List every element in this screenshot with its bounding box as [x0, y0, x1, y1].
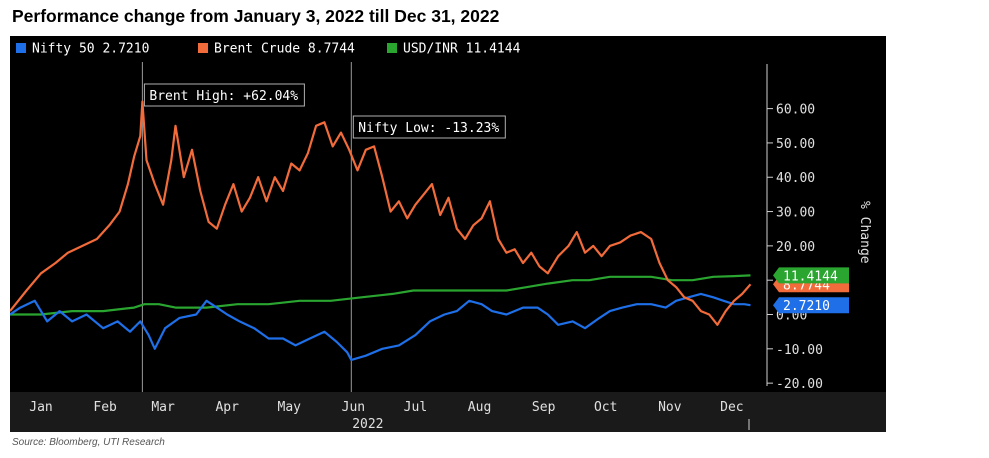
x-tick-label-3: Apr	[215, 400, 239, 415]
legend-swatch-0	[16, 43, 26, 53]
y-tick-label-3: 30.00	[776, 206, 815, 221]
y-tick-label-7: -10.00	[776, 343, 823, 358]
chart-background	[10, 36, 886, 432]
x-tick-label-11: Dec	[720, 400, 743, 415]
x-tick-label-8: Sep	[532, 400, 556, 415]
x-tick-label-2: Mar	[151, 400, 175, 415]
end-tag-label-0: 2.7210	[783, 299, 830, 314]
end-tag-2	[773, 267, 849, 284]
y-tick-label-4: 20.00	[776, 240, 815, 255]
x-tick-label-6: Jul	[404, 400, 427, 415]
chart-area: Nifty 50 2.7210 Brent Crude 8.7744 USD/INR…	[10, 36, 886, 432]
legend-swatch-2	[387, 43, 397, 53]
chart-legend: Nifty 50 2.7210 Brent Crude 8.7744 USD/INR…	[16, 42, 521, 57]
x-axis: Jan Feb Mar Apr May Jun Jul Aug Sep Oct Nov Dec 2022	[10, 392, 886, 432]
x-tick-label-10: Nov	[658, 400, 682, 415]
y-tick-label-8: -20.00	[776, 377, 823, 392]
x-tick-label-7: Aug	[468, 400, 491, 415]
x-tick-label-0: Jan	[29, 400, 52, 415]
legend-label-2: USD/INR 11.4144	[403, 42, 521, 57]
y-tick-label-2: 40.00	[776, 171, 815, 186]
legend-swatch-1	[198, 43, 208, 53]
annotation-text-0-0: Nifty Low: -13.23%	[358, 121, 499, 136]
y-tick-label-1: 50.00	[776, 137, 815, 152]
annotation-text-1-0: Brent High: +62.04%	[149, 89, 298, 104]
end-tag-0	[773, 297, 849, 314]
x-tick-label-9: Oct	[594, 400, 617, 415]
x-axis-band	[10, 392, 886, 432]
series-lines	[10, 100, 752, 361]
chart-title: Performance change from January 3, 2022 …	[12, 6, 500, 26]
series-line-2	[10, 274, 751, 316]
x-axis-year: 2022	[352, 417, 383, 432]
x-tick-label-1: Feb	[93, 400, 117, 415]
x-tick-label-4: May	[278, 400, 302, 415]
annotation-box-1-0	[143, 83, 305, 107]
legend-label-1: Brent Crude 8.7744	[214, 42, 355, 57]
y-tick-label-0: 60.00	[776, 103, 815, 118]
end-tag-label-2: 11.4144	[783, 269, 838, 284]
x-tick-label-5: Jun	[342, 400, 365, 415]
series-line-1	[10, 100, 752, 326]
series-line-0	[10, 292, 751, 361]
annotation-box-0-0	[352, 115, 506, 139]
y-axis-label: % Change	[857, 201, 872, 264]
source-note: Source: Bloomberg, UTI Research	[12, 437, 165, 448]
legend-label-0: Nifty 50 2.7210	[32, 42, 149, 57]
annotation-labels: Nifty Low: -13.23% Brent High: +62.04%	[143, 83, 506, 139]
